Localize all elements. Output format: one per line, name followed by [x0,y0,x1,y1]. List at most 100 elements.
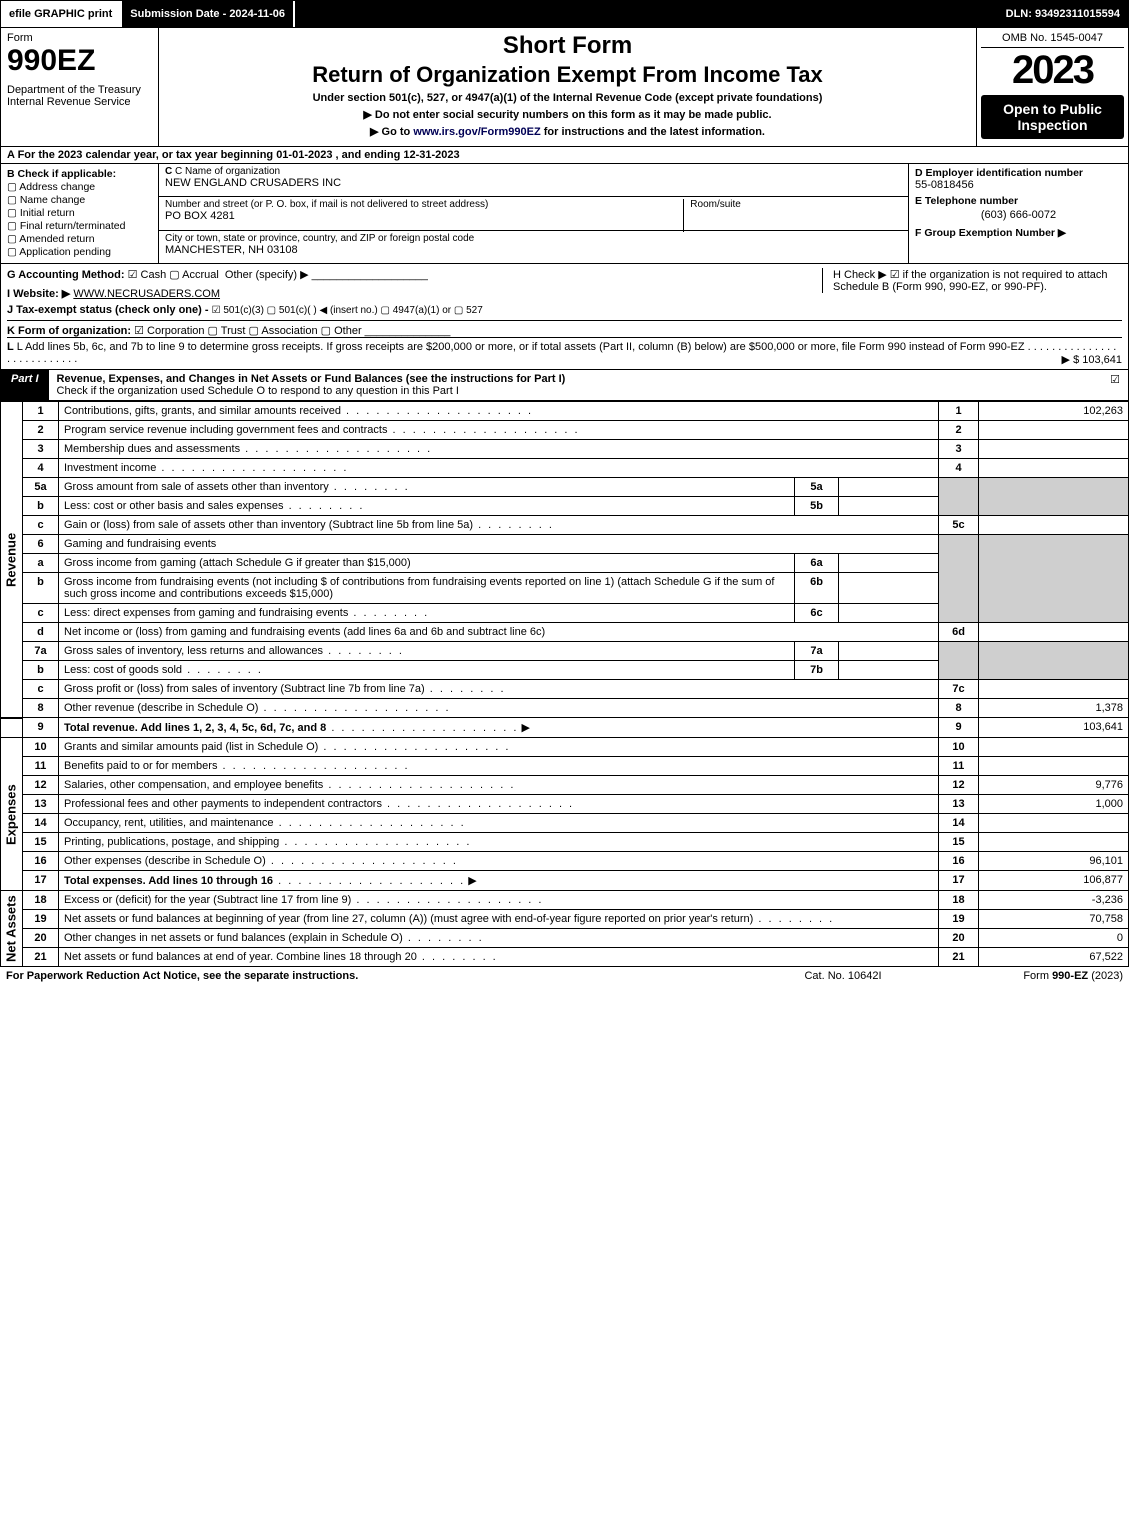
omb-number: OMB No. 1545-0047 [981,32,1124,48]
part-i-header: Part I Revenue, Expenses, and Changes in… [0,370,1129,401]
chk-address-change[interactable]: Address change [7,181,152,193]
l-text: L Add lines 5b, 6c, and 7b to line 9 to … [17,341,1025,353]
g-label: G Accounting Method: [7,269,125,281]
line-21: Net assets or fund balances at end of ye… [59,948,939,967]
g-other: Other (specify) ▶ [225,269,309,281]
goto-link: Go to www.irs.gov/Form990EZ for instruct… [167,125,968,138]
val-11 [979,757,1129,776]
line-17: Total expenses. Add lines 10 through 16 … [59,871,939,891]
line-18: Excess or (deficit) for the year (Subtra… [59,891,939,910]
section-expenses: Expenses [1,738,23,891]
return-title: Return of Organization Exempt From Incom… [167,62,968,88]
line-8: Other revenue (describe in Schedule O) [59,699,939,718]
k-label: K Form of organization: [7,325,131,337]
line-20: Other changes in net assets or fund bala… [59,929,939,948]
dept-treasury: Department of the Treasury Internal Reve… [7,84,152,108]
info-block: G Accounting Method: Cash Accrual Other … [0,264,1129,370]
part-i-table: Revenue 1 Contributions, gifts, grants, … [0,401,1129,967]
val-1: 102,263 [979,402,1129,421]
line-5c: Gain or (loss) from sale of assets other… [59,516,939,535]
line-7b: Less: cost of goods sold [59,661,795,680]
val-20: 0 [979,929,1129,948]
phone: (603) 666-0072 [915,209,1122,221]
val-16: 96,101 [979,852,1129,871]
row-l: L L Add lines 5b, 6c, and 7b to line 9 t… [7,337,1122,365]
chk-application-pending[interactable]: Application pending [7,246,152,258]
box-def: D Employer identification number 55-0818… [908,164,1128,263]
val-18: -3,236 [979,891,1129,910]
header-left: Form 990EZ Department of the Treasury In… [1,28,159,146]
form-number: 990EZ [7,44,152,78]
submission-date: Submission Date - 2024-11-06 [122,1,295,27]
line-6: Gaming and fundraising events [59,535,939,554]
line-12: Salaries, other compensation, and employ… [59,776,939,795]
line-1: Contributions, gifts, grants, and simila… [59,402,939,421]
l-amount: ▶ $ 103,641 [1062,353,1122,366]
line-3: Membership dues and assessments [59,440,939,459]
val-14 [979,814,1129,833]
subval-7b [839,661,939,680]
open-to-public: Open to Public Inspection [981,95,1124,139]
val-17: 106,877 [979,871,1129,891]
g-accrual[interactable]: Accrual [169,269,219,281]
subval-6a [839,554,939,573]
val-2 [979,421,1129,440]
row-h: H Check ▶ ☑ if the organization is not r… [822,268,1122,293]
val-6d [979,623,1129,642]
under-section: Under section 501(c), 527, or 4947(a)(1)… [167,92,968,104]
f-label: F Group Exemption Number ▶ [915,227,1122,239]
i-label: I Website: ▶ [7,288,70,300]
part-i-title: Revenue, Expenses, and Changes in Net As… [49,370,1103,400]
row-k: K Form of organization: ☑ Corporation ▢ … [7,320,1122,337]
line-5a: Gross amount from sale of assets other t… [59,478,795,497]
short-form-title: Short Form [167,32,968,60]
org-name: NEW ENGLAND CRUSADERS INC [165,177,902,189]
header-center: Short Form Return of Organization Exempt… [159,28,976,146]
val-8: 1,378 [979,699,1129,718]
val-19: 70,758 [979,910,1129,929]
d-label: D Employer identification number [915,167,1122,179]
efile-print[interactable]: efile GRAPHIC print [1,1,122,27]
line-11: Benefits paid to or for members [59,757,939,776]
subval-6b [839,573,939,604]
subval-7a [839,642,939,661]
val-9: 103,641 [979,718,1129,738]
g-cash[interactable]: Cash [128,269,167,281]
section-revenue: Revenue [1,402,23,718]
row-a-calendar-year: A For the 2023 calendar year, or tax yea… [0,147,1129,164]
chk-amended-return[interactable]: Amended return [7,233,152,245]
street-address: PO BOX 4281 [165,210,902,222]
chk-name-change[interactable]: Name change [7,194,152,206]
sched-o-check[interactable]: ☑ [1102,370,1128,400]
line-14: Occupancy, rent, utilities, and maintena… [59,814,939,833]
box-b-title: B Check if applicable: [7,168,152,180]
line-7c: Gross profit or (loss) from sales of inv… [59,680,939,699]
val-21: 67,522 [979,948,1129,967]
identity-block: B Check if applicable: Address change Na… [0,164,1129,264]
line-16: Other expenses (describe in Schedule O) [59,852,939,871]
subval-5b [839,497,939,516]
footer-paperwork: For Paperwork Reduction Act Notice, see … [6,970,743,982]
room-label: Room/suite [683,199,741,231]
irs-link[interactable]: www.irs.gov/Form990EZ [413,126,540,138]
chk-final-return[interactable]: Final return/terminated [7,220,152,232]
line-6c: Less: direct expenses from gaming and fu… [59,604,795,623]
no-ssn-notice: Do not enter social security numbers on … [167,108,968,121]
c-name-label: C Name of organization [175,166,280,177]
subval-6c [839,604,939,623]
page-footer: For Paperwork Reduction Act Notice, see … [0,967,1129,985]
website[interactable]: WWW.NECRUSADERS.COM [73,288,220,300]
chk-initial-return[interactable]: Initial return [7,207,152,219]
dln: DLN: 93492311015594 [998,1,1128,27]
form-header: Form 990EZ Department of the Treasury In… [0,28,1129,147]
line-15: Printing, publications, postage, and shi… [59,833,939,852]
tax-year: 2023 [981,48,1124,93]
val-12: 9,776 [979,776,1129,795]
part-i-tab: Part I [1,370,49,400]
line-5b: Less: cost or other basis and sales expe… [59,497,795,516]
subval-5a [839,478,939,497]
footer-cat-no: Cat. No. 10642I [743,970,943,982]
city-label: City or town, state or province, country… [165,233,902,244]
form-label: Form [7,32,152,44]
j-opts: ☑ 501(c)(3) ▢ 501(c)( ) ◀ (insert no.) ▢… [212,305,483,316]
